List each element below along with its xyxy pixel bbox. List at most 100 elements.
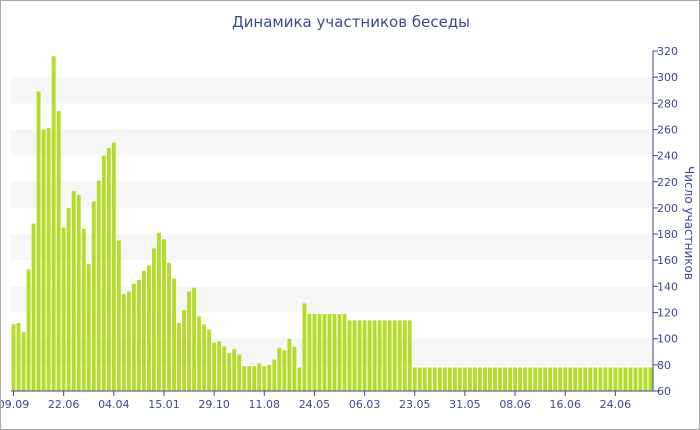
bar: [307, 313, 312, 391]
y-tick-label: 280: [657, 97, 678, 110]
bar: [162, 239, 166, 391]
bar: [372, 320, 377, 391]
bar: [352, 320, 357, 391]
bar: [217, 341, 222, 391]
bar: [81, 228, 86, 391]
bar: [603, 367, 608, 391]
bar: [302, 303, 307, 391]
bar: [412, 367, 417, 391]
bar: [467, 367, 472, 391]
bar: [202, 324, 207, 391]
bar: [332, 313, 337, 391]
bar: [212, 342, 217, 391]
bar: [11, 324, 16, 391]
x-tick-label: 09.09: [1, 398, 29, 411]
bar: [638, 367, 643, 391]
y-tick-label: 120: [657, 307, 678, 320]
y-axis-ticks: 60 80 100 120 140 160 180 200 220 240 260 280 300 320: [653, 45, 678, 398]
bar: [26, 269, 31, 391]
bar: [488, 367, 492, 391]
bar: [548, 367, 553, 391]
bar: [297, 367, 302, 391]
bar: [457, 367, 462, 391]
bar: [327, 313, 332, 391]
bar: [483, 367, 487, 391]
bar: [387, 320, 392, 391]
bar: [96, 180, 101, 391]
bar: [151, 248, 156, 391]
bar: [628, 367, 633, 391]
bar: [272, 359, 277, 391]
bar: [462, 367, 467, 391]
x-axis-ticks: 09.09 22.06 04.04 15.01 29.10 11.08 24.05 06.03…: [1, 391, 631, 411]
x-tick-label: 16.06: [549, 398, 581, 411]
bar: [101, 155, 106, 391]
grid-band: [11, 129, 653, 156]
y-tick-label: 140: [657, 280, 678, 293]
x-tick-label: 24.05: [299, 398, 331, 411]
y-tick-label: 80: [657, 359, 671, 372]
bar: [282, 350, 287, 391]
bar: [242, 366, 247, 391]
bar: [518, 367, 523, 391]
bar: [437, 367, 442, 391]
bar: [367, 320, 372, 391]
y-tick-label: 160: [657, 254, 678, 267]
bar: [472, 367, 477, 391]
bar: [593, 367, 598, 391]
bar: [523, 367, 528, 391]
bar: [51, 56, 56, 391]
bar: [141, 270, 146, 391]
bar: [31, 223, 36, 391]
bar: [317, 313, 322, 391]
bar: [503, 367, 507, 391]
bar: [192, 287, 197, 391]
bar: [157, 232, 161, 391]
bar: [106, 147, 111, 391]
bar: [227, 353, 232, 391]
bar: [232, 349, 237, 391]
bar: [578, 367, 583, 391]
bar: [167, 262, 171, 391]
x-tick-label: 31.05: [449, 398, 481, 411]
bar: [312, 313, 317, 391]
bar: [382, 320, 387, 391]
x-tick-label: 06.03: [349, 398, 381, 411]
bar: [588, 367, 593, 391]
bar: [116, 240, 121, 391]
bar: [322, 313, 327, 391]
x-tick-label: 04.04: [98, 398, 130, 411]
bar: [538, 367, 543, 391]
bar: [568, 367, 573, 391]
bar: [613, 367, 618, 391]
grid-band: [11, 77, 653, 104]
bar: [121, 294, 126, 391]
bar: [222, 346, 227, 391]
bar: [427, 367, 432, 391]
x-tick-label: 15.01: [148, 398, 180, 411]
bar: [498, 367, 502, 391]
bar: [608, 367, 613, 391]
bar: [447, 367, 452, 391]
y-tick-label: 220: [657, 176, 678, 189]
bar: [207, 329, 212, 391]
bar: [407, 320, 412, 391]
x-tick-label: 11.08: [249, 398, 281, 411]
bar: [402, 320, 407, 391]
bar: [377, 320, 382, 391]
bar: [46, 128, 51, 391]
bar: [543, 367, 548, 391]
x-tick-label: 24.06: [600, 398, 632, 411]
bar: [643, 367, 648, 391]
x-tick-label: 23.05: [399, 398, 431, 411]
bar: [262, 366, 267, 391]
chart-title: Динамика участников беседы: [231, 13, 471, 31]
bar: [452, 367, 457, 391]
bar: [478, 367, 482, 391]
bar: [397, 320, 402, 391]
y-tick-label: 240: [657, 150, 678, 163]
bar: [422, 367, 427, 391]
bar: [21, 332, 26, 391]
bar: [136, 279, 141, 391]
